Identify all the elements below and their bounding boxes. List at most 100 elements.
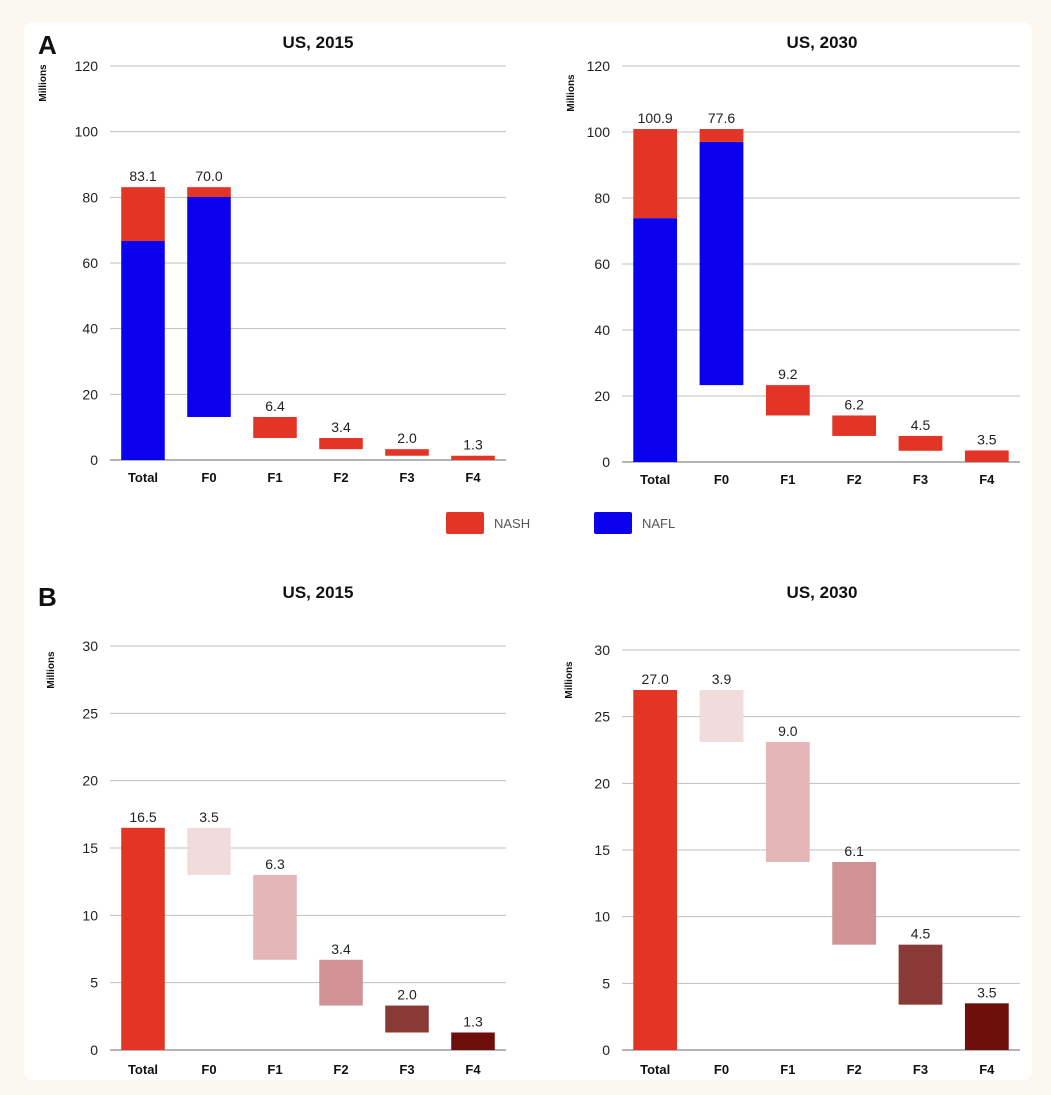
y-tick-label: 10 <box>82 907 98 923</box>
x-tick-label: F3 <box>399 1062 414 1077</box>
y-tick-label: 60 <box>82 255 98 271</box>
x-tick-label: Total <box>640 472 670 487</box>
data-label: 3.5 <box>977 984 997 1000</box>
data-label: 2.0 <box>397 430 417 446</box>
x-tick-label: F2 <box>847 472 862 487</box>
y-tick-label: 80 <box>82 189 98 205</box>
y-tick-label: 15 <box>82 840 98 856</box>
x-tick-label: F1 <box>267 1062 282 1077</box>
x-tick-label: F4 <box>979 472 995 487</box>
chart-svg: US, 2015 Millions 0 20 40 60 80 100 120 83.1 Total… <box>38 33 506 485</box>
bar-f4-segment <box>964 1003 1009 1050</box>
bar-f4-segment <box>964 450 1009 462</box>
data-label: 2.0 <box>397 987 417 1003</box>
bar-f3-segment <box>898 435 943 451</box>
bar-f4-segment <box>451 455 495 460</box>
y-axis-label: Millions <box>564 661 575 699</box>
bar-total-segment <box>633 129 678 219</box>
data-label: 3.4 <box>331 419 351 435</box>
bar-f1-segment <box>253 874 297 960</box>
y-tick-label: 120 <box>75 58 99 74</box>
bar-total-segment <box>633 690 678 1050</box>
chart-b-2015: US, 2015 Millions 0 5 10 15 20 25 30 16.5 Total 3.5… <box>36 580 516 1090</box>
x-tick-label: F1 <box>780 1062 795 1077</box>
bar-f0-segment <box>187 187 231 198</box>
x-tick-label: F2 <box>333 1062 348 1077</box>
chart-svg: US, 2030 Millions 0 20 40 60 80 100 120 100.9 Tota… <box>566 33 1020 487</box>
chart-a-2015: US, 2015 Millions 0 20 40 60 80 100 120 83.1 Total… <box>36 28 516 498</box>
y-tick-label: 0 <box>90 1042 98 1058</box>
data-label: 3.4 <box>331 941 351 957</box>
chart-svg: US, 2015 Millions 0 5 10 15 20 25 30 16.5 Total 3.5… <box>46 583 506 1077</box>
bar-f3-segment <box>898 944 943 1005</box>
y-axis-label: Millions <box>46 651 57 689</box>
legend-swatch-nafl <box>594 512 632 534</box>
panel-label-b: B <box>38 582 57 612</box>
chart-title: US, 2015 <box>283 33 354 52</box>
bar-total-segment <box>121 827 165 1050</box>
y-tick-label: 10 <box>594 909 610 925</box>
x-tick-label: F4 <box>979 1062 995 1077</box>
data-label: 3.5 <box>199 809 219 825</box>
data-label: 6.2 <box>844 396 864 412</box>
chart-title: US, 2030 <box>787 33 858 52</box>
y-tick-label: 120 <box>587 58 611 74</box>
data-label: 77.6 <box>708 110 735 126</box>
bar-f2-segment <box>319 959 363 1006</box>
bar-f4-segment <box>451 1032 495 1050</box>
x-tick-label: F1 <box>780 472 795 487</box>
x-tick-label: F2 <box>333 470 348 485</box>
y-tick-label: 25 <box>82 705 98 721</box>
data-label: 4.5 <box>911 926 931 942</box>
data-label: 83.1 <box>129 168 156 184</box>
y-tick-label: 0 <box>602 1042 610 1058</box>
y-axis-label: Millions <box>566 74 577 112</box>
x-tick-label: F4 <box>465 470 481 485</box>
y-tick-label: 5 <box>90 975 98 991</box>
x-tick-label: F2 <box>847 1062 862 1077</box>
bar-f0-segment <box>699 129 744 142</box>
bar-total-segment <box>121 187 165 242</box>
y-tick-label: 25 <box>594 709 610 725</box>
y-tick-label: 100 <box>587 124 611 140</box>
bar-f1-segment <box>253 416 297 439</box>
legend-label-nash: NASH <box>494 515 531 531</box>
legend-label-nafl: NAFL <box>642 515 676 531</box>
data-label: 3.5 <box>977 431 997 447</box>
chart-title: US, 2030 <box>787 583 858 602</box>
x-tick-label: F3 <box>913 472 928 487</box>
x-tick-label: Total <box>128 1062 158 1077</box>
x-tick-label: F0 <box>201 470 216 485</box>
x-tick-label: Total <box>128 470 158 485</box>
chart-b-2030: US, 2030 Millions 0 5 10 15 20 25 30 27.0 Total 3.9… <box>560 580 1032 1090</box>
bar-total-segment <box>633 218 678 462</box>
y-tick-label: 15 <box>594 842 610 858</box>
data-label: 6.3 <box>265 856 285 872</box>
y-tick-label: 100 <box>75 124 99 140</box>
bar-f2-segment <box>319 438 363 450</box>
data-label: 1.3 <box>463 437 483 453</box>
data-label: 27.0 <box>642 671 669 687</box>
data-label: 6.4 <box>265 398 285 414</box>
y-tick-label: 40 <box>594 322 610 338</box>
x-tick-label: F4 <box>465 1062 481 1077</box>
data-label: 6.1 <box>844 843 864 859</box>
y-tick-label: 60 <box>594 256 610 272</box>
y-tick-label: 20 <box>82 386 98 402</box>
x-tick-label: F3 <box>399 470 414 485</box>
x-tick-label: F3 <box>913 1062 928 1077</box>
x-tick-label: Total <box>640 1062 670 1077</box>
chart-svg: US, 2030 Millions 0 5 10 15 20 25 30 27.0 Total 3.9… <box>564 583 1020 1077</box>
legend-item-nash: NASH <box>446 512 530 534</box>
y-tick-label: 20 <box>594 775 610 791</box>
bar-f1-segment <box>765 385 810 416</box>
legend: NASH NAFL <box>446 512 766 540</box>
bar-f1-segment <box>765 742 810 862</box>
data-label: 9.0 <box>778 723 798 739</box>
data-label: 9.2 <box>778 366 798 382</box>
bar-f3-segment <box>385 1005 429 1033</box>
data-label: 16.5 <box>129 809 156 825</box>
y-tick-label: 30 <box>594 642 610 658</box>
data-label: 1.3 <box>463 1013 483 1029</box>
y-tick-label: 30 <box>82 638 98 654</box>
